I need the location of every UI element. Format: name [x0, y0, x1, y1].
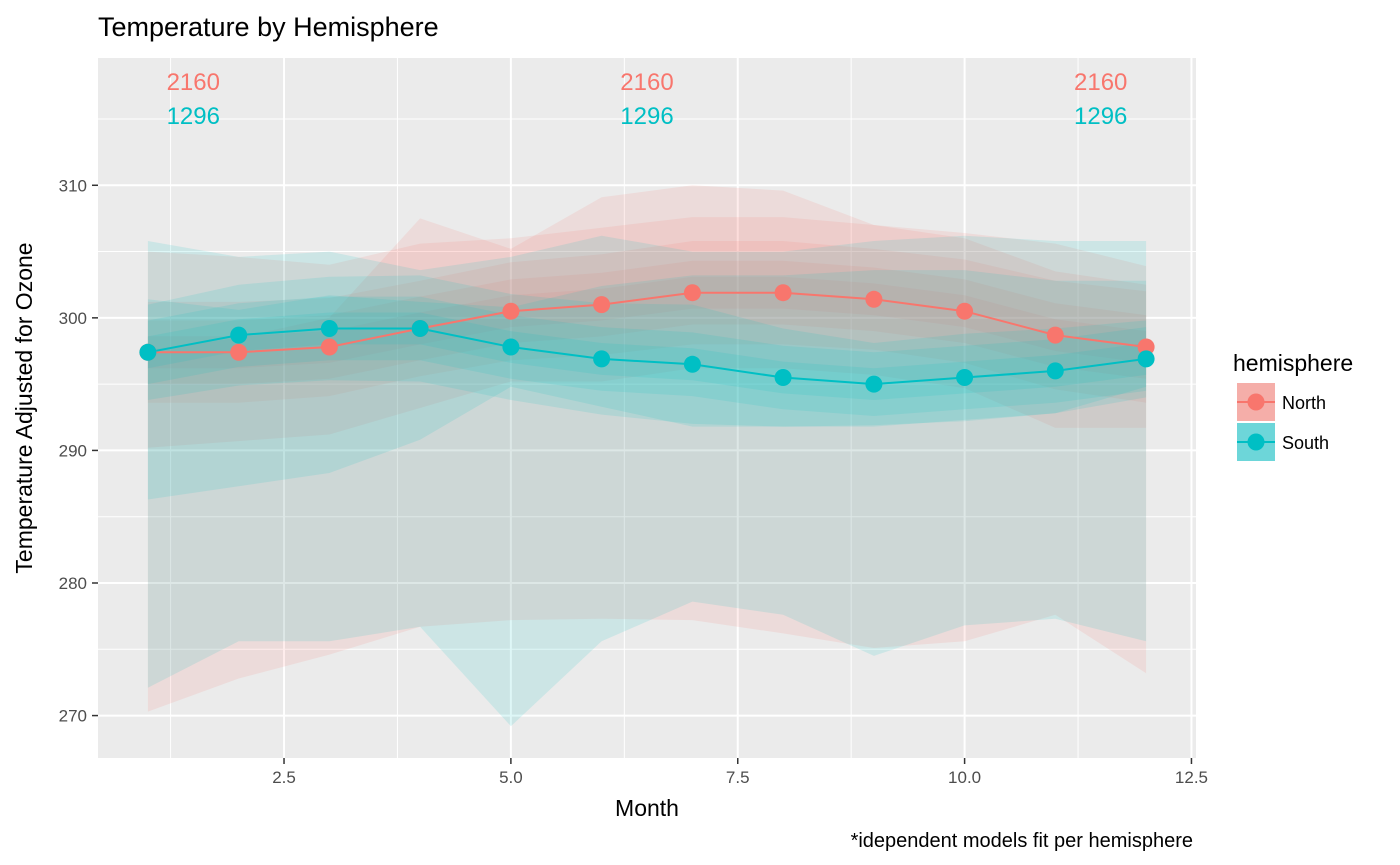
chart-title: Temperature by Hemisphere	[98, 12, 439, 42]
point-north	[774, 284, 792, 302]
point-south	[593, 350, 611, 368]
band-north-0	[147, 276, 1147, 369]
point-north	[230, 343, 248, 361]
point-south	[683, 355, 701, 373]
x-axis: 2.5 5.0 7.5 10.0 12.5	[272, 758, 1208, 787]
band-north-1	[147, 260, 1147, 385]
band-north-2	[147, 241, 1147, 403]
grid-major	[98, 58, 1196, 758]
legend-label-south: South	[1282, 433, 1329, 453]
annotation-north-count: 2160	[620, 69, 673, 96]
annotation-north-count: 2160	[167, 69, 220, 96]
legend: hemisphere North South	[1233, 350, 1353, 461]
band-north-3	[147, 217, 1147, 448]
band-south-2	[147, 275, 1147, 427]
line-south	[147, 327, 1147, 386]
annotation-south-count: 1296	[167, 103, 220, 130]
point-north	[1137, 338, 1155, 356]
y-axis-label: Temperature Adjusted for Ozone	[11, 242, 37, 573]
point-north	[865, 290, 883, 308]
band-south-3	[147, 270, 1147, 500]
line-north	[147, 291, 1147, 354]
point-south	[320, 320, 338, 337]
x-tick-label: 2.5	[272, 768, 296, 787]
x-tick-label: 5.0	[499, 768, 523, 787]
y-axis: 270 280 290 300 310	[59, 176, 98, 726]
annotation-south-count: 1296	[620, 103, 673, 130]
y-tick-label: 270	[59, 707, 87, 726]
point-south	[1137, 350, 1155, 368]
point-north	[502, 302, 520, 320]
point-south	[956, 369, 974, 386]
point-south	[1046, 362, 1064, 380]
point-south	[502, 338, 520, 356]
y-tick-label: 290	[59, 441, 87, 460]
x-axis-label: Month	[615, 795, 679, 821]
band-south-0	[147, 312, 1147, 400]
point-north	[683, 284, 701, 302]
point-south	[139, 343, 157, 361]
band-north-4	[147, 185, 1147, 712]
annotation-south-count: 1296	[1074, 103, 1127, 130]
point-south	[411, 320, 429, 337]
annotation-north-count: 2160	[1074, 69, 1127, 96]
series-lines	[147, 291, 1147, 386]
legend-title: hemisphere	[1233, 350, 1353, 376]
grid-minor	[98, 58, 1196, 758]
point-north	[593, 296, 611, 314]
x-tick-label: 7.5	[726, 768, 750, 787]
point-south	[865, 375, 883, 393]
band-south-1	[147, 296, 1147, 416]
confidence-bands	[147, 185, 1147, 727]
y-tick-label: 310	[59, 176, 87, 195]
x-tick-label: 10.0	[948, 768, 981, 787]
chart-caption: *idependent models fit per hemisphere	[851, 830, 1193, 852]
series-points	[139, 284, 1155, 393]
point-north	[1046, 326, 1064, 344]
count-annotations: 2160 1296 2160 1296 2160 1296	[167, 69, 1128, 130]
point-north	[320, 338, 338, 356]
point-south	[230, 326, 248, 344]
legend-key-point	[1247, 433, 1265, 451]
point-south	[774, 369, 792, 386]
point-north	[956, 302, 974, 320]
y-tick-label: 300	[59, 309, 87, 328]
band-south-4	[147, 235, 1147, 727]
legend-key-point	[1247, 393, 1265, 411]
legend-label-north: North	[1282, 393, 1326, 413]
plot-panel	[98, 58, 1196, 758]
y-tick-label: 280	[59, 574, 87, 593]
x-tick-label: 12.5	[1175, 768, 1208, 787]
